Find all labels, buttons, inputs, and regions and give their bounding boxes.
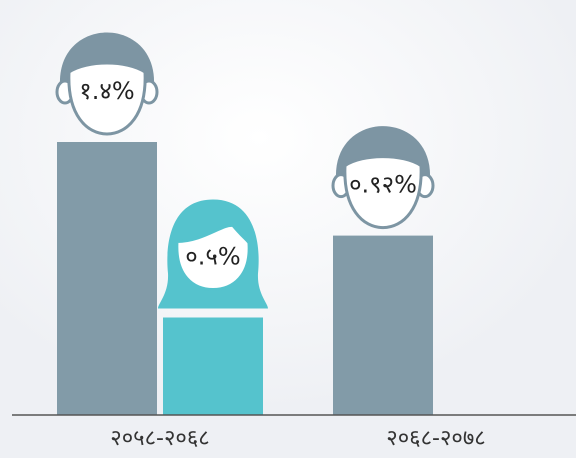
x-tick-label: २०६८-२०७८ [386, 426, 485, 451]
x-tick-label: २०५८-२०६८ [110, 426, 209, 451]
bar [57, 142, 157, 415]
bar [333, 236, 433, 415]
page: {"chart_data": {"type": "bar", "categori… [0, 0, 576, 458]
value-label: १.४% [79, 77, 134, 105]
chart: २०५८-२०६८ १.४% ०.५% २०६८-२०७८ ०.९२% [0, 0, 576, 458]
value-label: ०.९२% [349, 171, 417, 199]
value-label: ०.५% [185, 243, 240, 271]
bar [163, 318, 263, 416]
